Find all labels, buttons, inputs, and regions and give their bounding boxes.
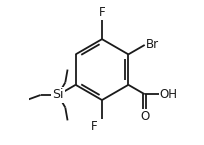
- Text: F: F: [99, 6, 105, 19]
- Text: F: F: [91, 120, 98, 133]
- Text: Si: Si: [52, 88, 64, 102]
- Text: O: O: [140, 110, 149, 123]
- Text: Br: Br: [146, 38, 159, 51]
- Text: OH: OH: [160, 88, 178, 101]
